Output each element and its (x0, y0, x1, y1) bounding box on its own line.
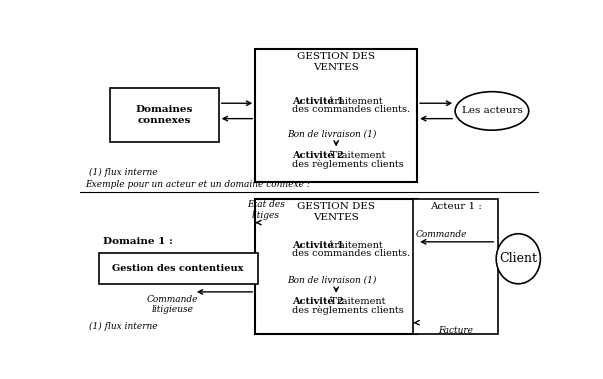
Text: (1) flux interne: (1) flux interne (89, 168, 158, 177)
Text: Activité 2: Activité 2 (292, 151, 344, 160)
Text: Client: Client (499, 252, 537, 265)
Text: Activité 2: Activité 2 (292, 298, 344, 307)
Text: GESTION DES
VENTES: GESTION DES VENTES (297, 202, 375, 222)
Text: des commandes clients.: des commandes clients. (292, 105, 410, 114)
Text: Etat des
litiges: Etat des litiges (247, 200, 285, 220)
Text: : Traitement: : Traitement (324, 151, 386, 160)
Text: Activité 1: Activité 1 (292, 97, 343, 106)
Ellipse shape (455, 92, 529, 130)
Text: : traitement: : traitement (324, 241, 384, 250)
Bar (255, 49, 417, 182)
Text: des règlements clients: des règlements clients (292, 159, 403, 169)
Text: Bon de livraison (1): Bon de livraison (1) (287, 276, 376, 285)
Text: (1) flux interne: (1) flux interne (89, 322, 158, 331)
Text: Domaine 1 :: Domaine 1 : (103, 237, 173, 246)
Text: des règlements clients: des règlements clients (292, 305, 403, 315)
Text: Acteur 1 :: Acteur 1 : (429, 202, 481, 211)
Text: Gestion des contentieux: Gestion des contentieux (112, 264, 244, 273)
Text: des commandes clients.: des commandes clients. (292, 249, 410, 258)
Ellipse shape (496, 234, 540, 284)
Text: Activité 1: Activité 1 (292, 241, 343, 250)
Text: GESTION DES
VENTES: GESTION DES VENTES (297, 52, 375, 72)
Text: Bon de livraison (1): Bon de livraison (1) (287, 130, 376, 139)
Text: : traitement: : traitement (324, 97, 384, 106)
Bar (255, 199, 417, 334)
Text: Domaines
connexes: Domaines connexes (136, 105, 193, 125)
Bar (99, 254, 257, 284)
Text: Commande
litigieuse: Commande litigieuse (147, 295, 198, 314)
Text: Facture: Facture (438, 326, 473, 335)
Bar (110, 88, 219, 142)
Bar (413, 199, 497, 334)
Text: Exemple pour un acteur et un domaine connexe :: Exemple pour un acteur et un domaine con… (84, 180, 309, 189)
Text: Commande: Commande (415, 230, 467, 240)
Text: : Traitement: : Traitement (324, 298, 386, 307)
Text: Les acteurs: Les acteurs (461, 106, 522, 116)
